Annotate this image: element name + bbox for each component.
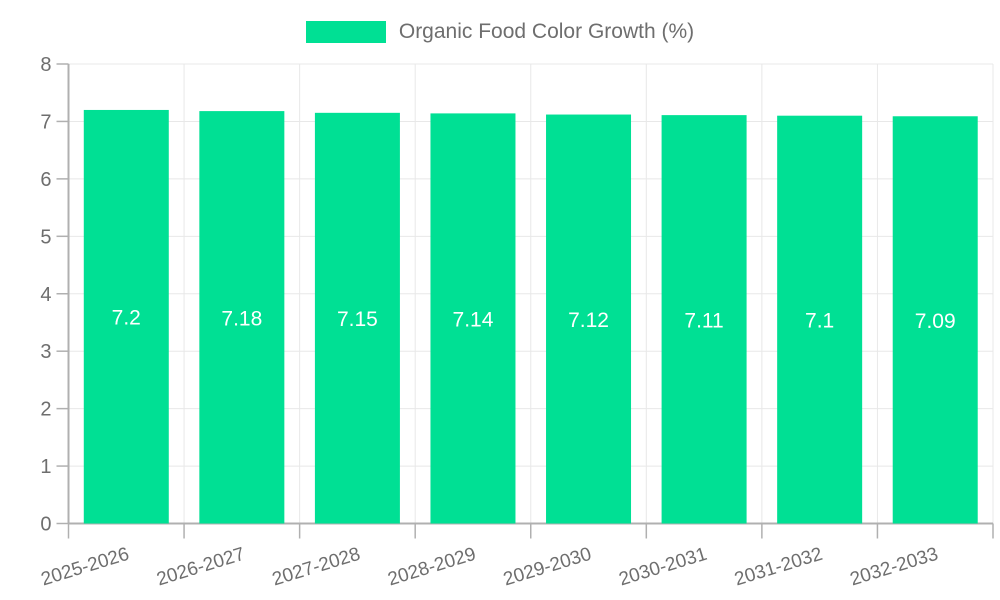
- bar[interactable]: [430, 113, 516, 524]
- y-axis-tick-label: 4: [40, 284, 51, 306]
- x-axis-category-label: 2031-2032: [732, 544, 825, 591]
- bar-value-label: 7.09: [915, 310, 956, 333]
- bar[interactable]: [546, 114, 632, 524]
- bar[interactable]: [892, 116, 978, 524]
- y-axis-tick-label: 7: [40, 111, 51, 133]
- bar-value-label: 7.1: [805, 310, 834, 333]
- x-axis-category-label: 2030-2031: [617, 544, 710, 591]
- x-axis-category-label: 2027-2028: [270, 544, 363, 591]
- bar-value-label: 7.18: [221, 307, 262, 330]
- x-axis-category-label: 2026-2027: [154, 544, 247, 591]
- bar[interactable]: [199, 111, 285, 524]
- legend-label[interactable]: Organic Food Color Growth (%): [398, 20, 695, 43]
- x-axis-category-label: 2029-2030: [501, 544, 594, 591]
- y-axis-tick-label: 6: [40, 169, 51, 191]
- bar[interactable]: [314, 112, 400, 524]
- bar-value-label: 7.14: [453, 308, 494, 331]
- bar[interactable]: [83, 109, 169, 524]
- y-axis-tick-label: 1: [40, 456, 51, 478]
- bar[interactable]: [777, 115, 863, 524]
- y-axis-tick-label: 3: [40, 341, 51, 363]
- y-axis-tick-label: 0: [40, 514, 51, 536]
- bar-value-label: 7.15: [337, 308, 378, 331]
- bar-value-label: 7.12: [568, 309, 609, 332]
- bar-value-label: 7.2: [112, 307, 141, 330]
- y-axis-tick-label: 2: [40, 399, 51, 421]
- x-axis-category-label: 2032-2033: [848, 544, 941, 591]
- y-axis-tick-label: 5: [40, 226, 51, 248]
- legend[interactable]: Organic Food Color Growth (%): [0, 19, 1000, 45]
- bar[interactable]: [661, 115, 747, 524]
- x-axis-category-label: 2028-2029: [385, 544, 478, 591]
- y-axis-tick-label: 8: [40, 54, 51, 76]
- legend-swatch[interactable]: [305, 21, 386, 43]
- x-axis-category-label: 2025-2026: [39, 544, 132, 591]
- bar-value-label: 7.11: [684, 309, 723, 332]
